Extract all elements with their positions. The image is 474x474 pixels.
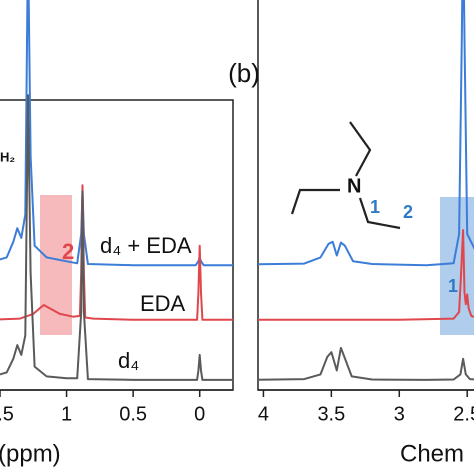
x-tick-label: 0.5 xyxy=(119,403,147,425)
spectrum-trace xyxy=(258,0,474,267)
spectrum-trace xyxy=(0,94,233,381)
plot-area xyxy=(0,0,233,381)
panel-label: (b) xyxy=(228,58,260,88)
spectrum-trace xyxy=(0,184,233,321)
x-tick-label: 1.5 xyxy=(0,403,14,425)
spectrum-trace xyxy=(0,0,233,267)
annotation: H₂ xyxy=(0,149,15,164)
x-tick-label: 1 xyxy=(61,403,72,425)
x-tick-label: 2.5 xyxy=(453,403,474,425)
annotation: 2 xyxy=(62,239,74,264)
x-tick-label: 0 xyxy=(194,403,205,425)
spectrum-trace xyxy=(258,346,474,381)
x-axis-label: (ppm) xyxy=(0,440,61,467)
series-label: d₄ + EDA xyxy=(100,233,192,258)
shaded-region xyxy=(40,195,72,335)
spectrum-trace xyxy=(258,229,474,321)
x-tick-label: 4 xyxy=(258,403,269,425)
annotation: N xyxy=(347,175,361,197)
molecule xyxy=(290,121,401,230)
x-tick-label: 3.5 xyxy=(317,403,345,425)
shaded-region xyxy=(440,197,474,335)
annotation: 1 xyxy=(370,197,380,217)
series-label: EDA xyxy=(140,291,186,316)
annotation: 1 xyxy=(448,276,458,296)
plot-area xyxy=(258,0,474,381)
annotation: 2 xyxy=(403,202,413,222)
x-axis-label: Chem xyxy=(400,440,464,467)
series-label: d₄ xyxy=(118,348,139,373)
x-tick-label: 3 xyxy=(394,403,405,425)
